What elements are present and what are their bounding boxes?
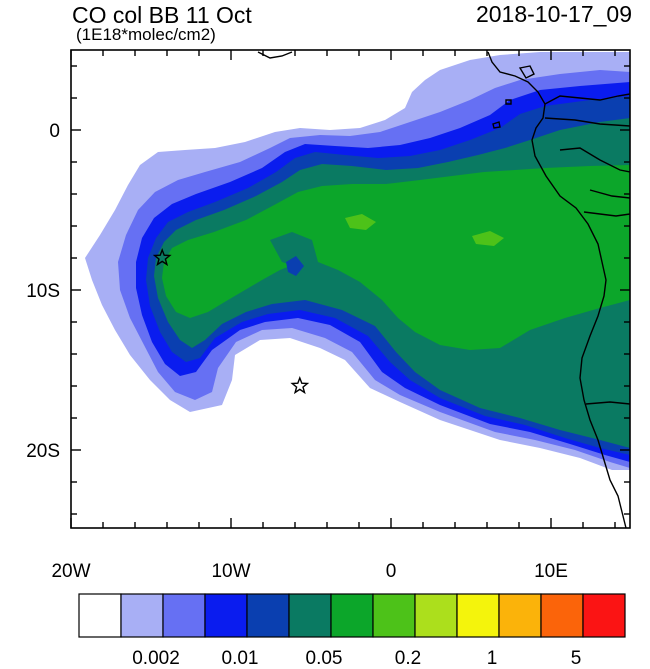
- colorbar-swatch: [204, 593, 248, 638]
- units-label: (1E18*molec/cm2): [76, 25, 216, 44]
- axis-ticks: [70, 50, 630, 528]
- station-markers: [152, 248, 310, 395]
- lat-tick-label: 20S: [26, 441, 60, 462]
- co-level-02: [345, 214, 376, 230]
- colorbar-swatch: [120, 593, 164, 638]
- colorbar-swatch: [582, 593, 626, 638]
- colorbar-label: 0.2: [394, 648, 422, 669]
- colorbar-label: 0.002: [132, 648, 180, 669]
- lat-tick-label: 0: [49, 121, 60, 142]
- colorbar: [78, 593, 626, 638]
- star-marker-west: [152, 248, 172, 267]
- colorbar-swatch: [162, 593, 206, 638]
- colorbar-label: 5: [570, 648, 582, 669]
- colorbar-swatch: [78, 593, 122, 638]
- co-level-005-interior: [270, 232, 318, 268]
- colorbar-swatch: [288, 593, 332, 638]
- lon-tick-label: 10E: [534, 561, 568, 582]
- lat-tick-label: 10S: [26, 281, 60, 302]
- co-level-01: [162, 165, 630, 350]
- colorbar-swatch: [540, 593, 584, 638]
- colorbar-swatch: [456, 593, 500, 638]
- coastline: [257, 51, 630, 528]
- colorbar-swatch: [372, 593, 416, 638]
- lon-tick-label: 0: [385, 561, 397, 582]
- colorbar-swatch: [330, 593, 374, 638]
- colorbar-label: 1: [486, 648, 498, 669]
- colorbar-swatch: [498, 593, 542, 638]
- datetime-label: 2018-10-17_09: [475, 1, 632, 27]
- co-field: [85, 52, 630, 470]
- colorbar-swatch: [246, 593, 290, 638]
- co-level-02-east: [472, 231, 504, 246]
- lon-tick-label: 20W: [51, 561, 91, 582]
- map-frame: [70, 49, 631, 529]
- lon-tick-label: 10W: [211, 561, 251, 582]
- colorbar-swatch: [414, 593, 458, 638]
- star-marker-south: [290, 376, 310, 395]
- co-level-003-interior: [286, 256, 304, 276]
- colorbar-label: 0.05: [305, 648, 343, 669]
- plot-title: CO col BB 11 Oct: [72, 2, 252, 28]
- colorbar-label: 0.01: [221, 648, 259, 669]
